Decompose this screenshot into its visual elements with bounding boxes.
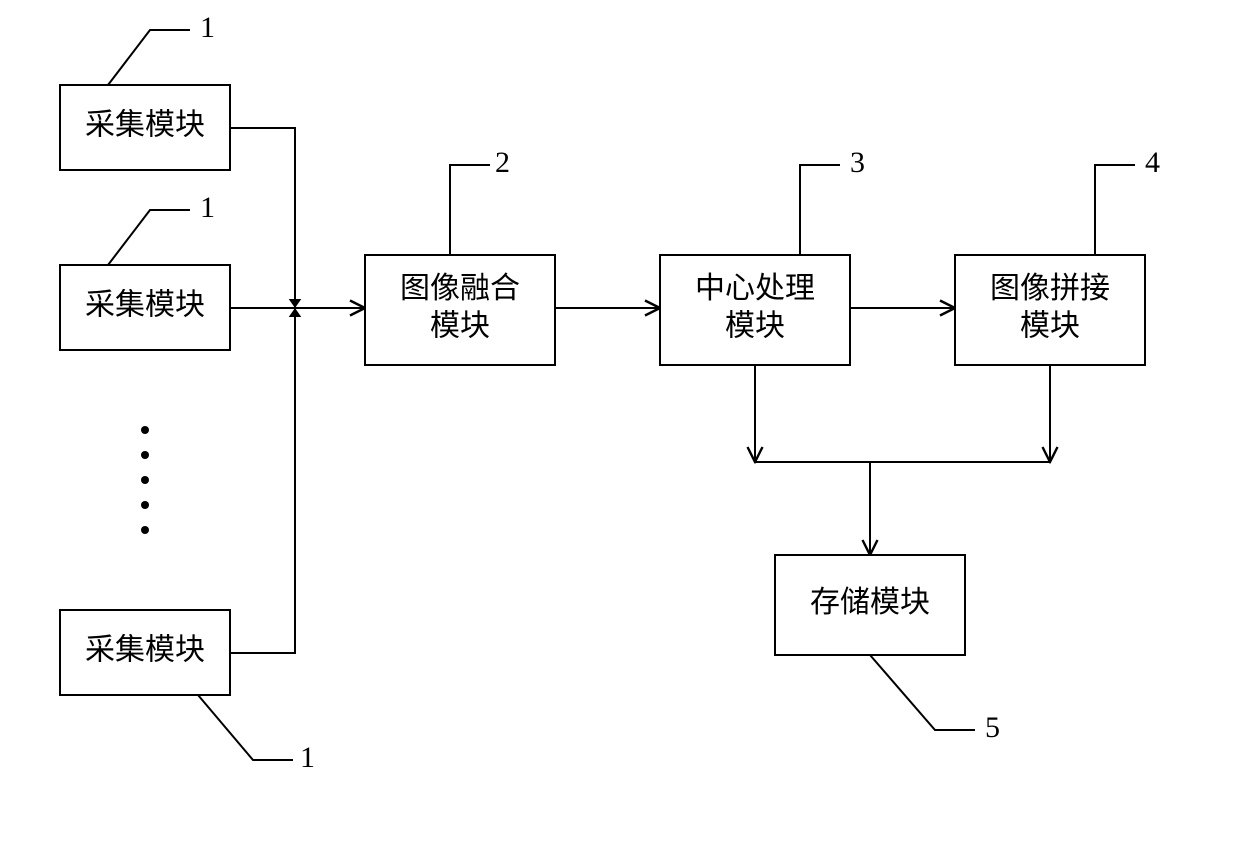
ellipsis-dot-icon bbox=[141, 526, 149, 534]
callout-c1a: 1 bbox=[108, 11, 215, 85]
node-stitch: 图像拼接模块 bbox=[955, 255, 1145, 365]
node-label: 模块 bbox=[430, 310, 490, 343]
callout-label: 3 bbox=[850, 146, 865, 179]
flowchart-canvas: 采集模块采集模块采集模块图像融合模块中心处理模块图像拼接模块存储模块 11123… bbox=[0, 0, 1240, 849]
callout-label: 4 bbox=[1145, 146, 1160, 179]
callout-label: 5 bbox=[985, 711, 1000, 744]
node-acq1: 采集模块 bbox=[60, 85, 230, 170]
ellipsis-dot-icon bbox=[141, 501, 149, 509]
node-label: 图像拼接 bbox=[990, 272, 1110, 305]
callout-c1b: 1 bbox=[108, 191, 215, 265]
node-label: 存储模块 bbox=[810, 586, 930, 619]
ellipsis-dot-icon bbox=[141, 476, 149, 484]
node-label: 图像融合 bbox=[400, 272, 520, 305]
callout-c3: 3 bbox=[800, 146, 865, 255]
callout-label: 1 bbox=[200, 191, 215, 224]
edge-acq1-jxn bbox=[230, 128, 295, 308]
node-label: 模块 bbox=[1020, 310, 1080, 343]
junction-arrow-down-icon bbox=[289, 308, 302, 317]
edge-acq3-jxn bbox=[230, 308, 295, 653]
callout-c4: 4 bbox=[1095, 146, 1160, 255]
node-label: 采集模块 bbox=[85, 108, 205, 141]
callout-label: 1 bbox=[200, 11, 215, 44]
callout-c5: 5 bbox=[870, 655, 1000, 744]
ellipsis-dot-icon bbox=[141, 426, 149, 434]
node-center: 中心处理模块 bbox=[660, 255, 850, 365]
ellipsis-dot-icon bbox=[141, 451, 149, 459]
node-store: 存储模块 bbox=[775, 555, 965, 655]
junction-arrow-up-icon bbox=[289, 299, 302, 308]
callout-label: 2 bbox=[495, 146, 510, 179]
callout-c1c: 1 bbox=[198, 695, 315, 774]
node-label: 模块 bbox=[725, 310, 785, 343]
node-label: 采集模块 bbox=[85, 288, 205, 321]
callout-c2: 2 bbox=[450, 146, 510, 255]
node-label: 采集模块 bbox=[85, 633, 205, 666]
callout-label: 1 bbox=[300, 741, 315, 774]
node-acq2: 采集模块 bbox=[60, 265, 230, 350]
node-label: 中心处理 bbox=[695, 272, 815, 305]
node-acq3: 采集模块 bbox=[60, 610, 230, 695]
node-fusion: 图像融合模块 bbox=[365, 255, 555, 365]
